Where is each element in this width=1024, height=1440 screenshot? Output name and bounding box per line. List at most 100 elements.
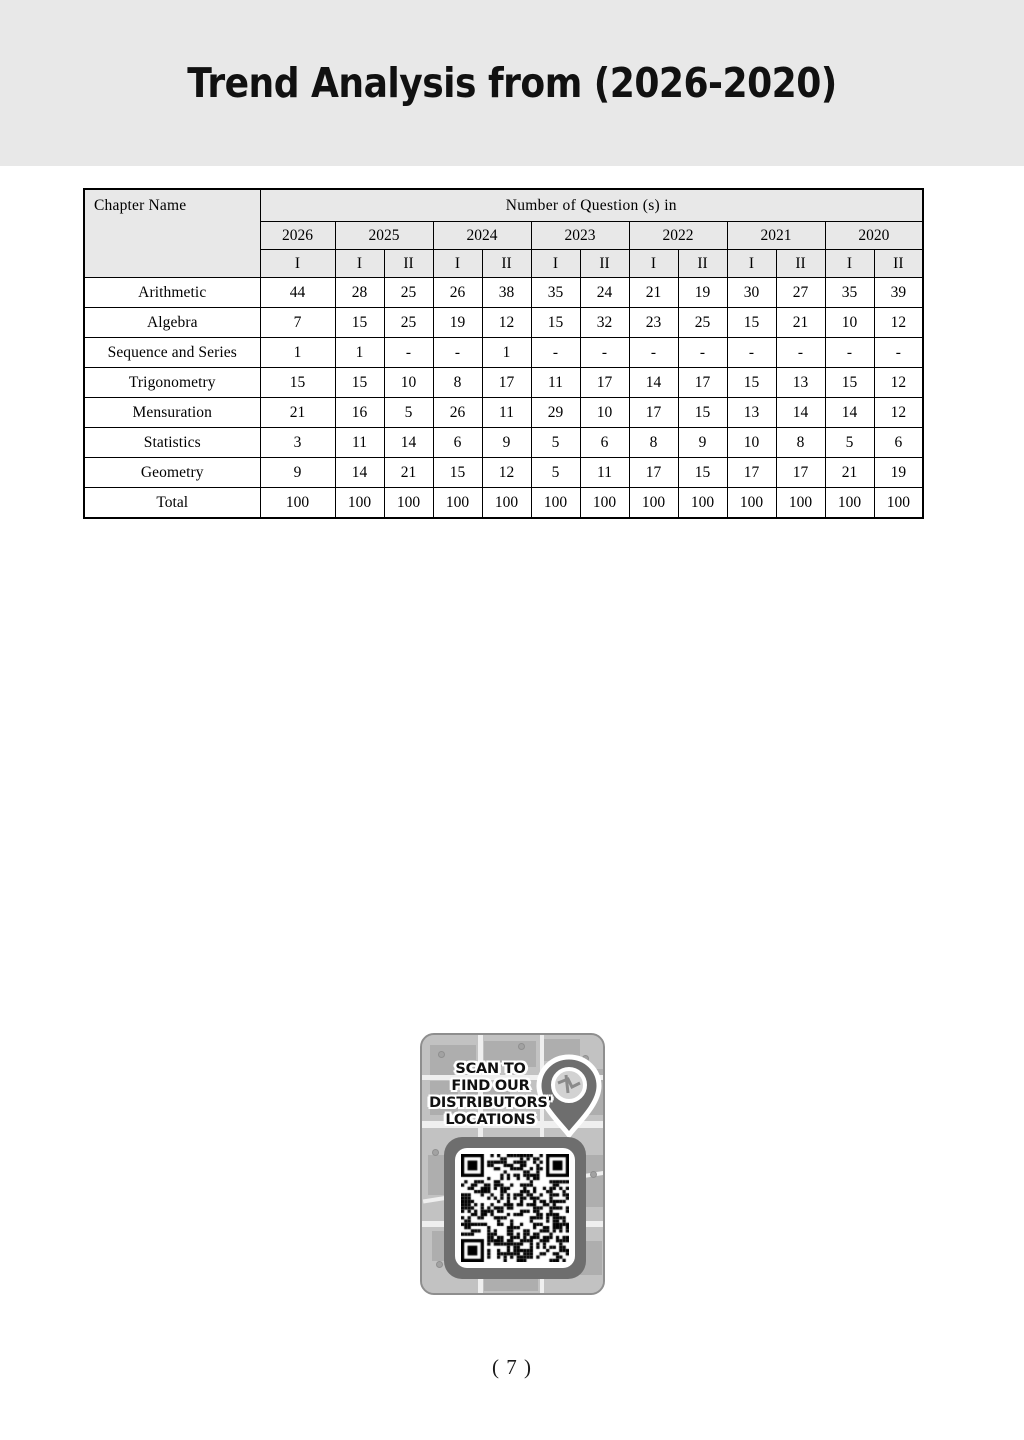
column-header-shift: I (824, 249, 875, 278)
table-cell-count: 15 (726, 307, 777, 338)
table-cell-count: 17 (579, 367, 630, 398)
table-cell-count: 17 (628, 457, 679, 488)
table-cell-total: 100 (628, 487, 679, 519)
table-cell-count: 14 (628, 367, 679, 398)
row-label-chapter: Mensuration (83, 397, 261, 428)
page-number: ( 7 ) (492, 1355, 532, 1379)
column-header-shift: I (334, 249, 385, 278)
table-row-total: Total 100 100 100 100 100 100 100 100 100 100 100 10… (83, 487, 924, 519)
table-cell-count: 12 (873, 367, 924, 398)
table-cell-count: - (677, 337, 728, 368)
column-header-year-2026: 2026 (259, 221, 336, 250)
table-cell-count: 25 (677, 307, 728, 338)
table-row: Arithmetic 44 28 25 26 38 35 24 21 19 30 27 35 39 (83, 277, 924, 308)
table-cell-count: 15 (726, 367, 777, 398)
table-cell-count: - (726, 337, 777, 368)
table-cell-count: 9 (259, 457, 336, 488)
table-cell-count: 12 (873, 397, 924, 428)
promo-line-3: DISTRIBUTORS' (429, 1095, 552, 1111)
row-label-chapter: Arithmetic (83, 277, 261, 308)
table-cell-count: 15 (334, 307, 385, 338)
table-cell-count: 25 (383, 277, 434, 308)
page-title: Trend Analysis from (2026-2020) (187, 59, 837, 107)
table-cell-total: 100 (432, 487, 483, 519)
table-cell-count: 10 (824, 307, 875, 338)
table-cell-count: 10 (383, 367, 434, 398)
table-cell-count: 12 (481, 457, 532, 488)
table-cell-count: 12 (481, 307, 532, 338)
table-cell-count: 15 (432, 457, 483, 488)
table-cell-count: 35 (824, 277, 875, 308)
table-cell-count: 44 (259, 277, 336, 308)
header-row-group: Chapter Name Number of Question (s) in (83, 188, 924, 278)
column-header-year-2021: 2021 (726, 221, 826, 250)
promo-text-block: SCAN TO FIND OUR DISTRIBUTORS' LOCATIONS (428, 1061, 553, 1129)
table-cell-total: 100 (383, 487, 434, 519)
table-cell-count: 15 (259, 367, 336, 398)
header-row-years: 2026 2025 2024 2023 2022 2021 2020 (84, 221, 924, 250)
table-cell-count: 6 (873, 427, 924, 458)
column-header-shift: II (677, 249, 728, 278)
column-header-shift: II (775, 249, 826, 278)
table-cell-count: 1 (259, 337, 336, 368)
table-cell-count: 16 (334, 397, 385, 428)
promo-line-4: LOCATIONS (445, 1112, 536, 1128)
table-cell-count: 13 (775, 367, 826, 398)
table-cell-count: 19 (873, 457, 924, 488)
table-cell-count: 29 (530, 397, 581, 428)
table-cell-count: 14 (334, 457, 385, 488)
table-cell-count: - (383, 337, 434, 368)
table-cell-count: 1 (334, 337, 385, 368)
column-header-year-2023: 2023 (530, 221, 630, 250)
table-cell-count: 15 (677, 457, 728, 488)
table-cell-count: 1 (481, 337, 532, 368)
column-header-shift: II (383, 249, 434, 278)
table-cell-count: 21 (259, 397, 336, 428)
table-row: Sequence and Series 1 1- -1- - - - - - - - (83, 337, 924, 368)
column-header-chapter-name: Chapter Name (83, 188, 261, 278)
table-cell-count: 32 (579, 307, 630, 338)
table-cell-count: 5 (824, 427, 875, 458)
table-cell-total: 100 (259, 487, 336, 519)
qr-code (461, 1154, 569, 1262)
table-cell-count: 11 (481, 397, 532, 428)
row-label-chapter: Geometry (83, 457, 261, 488)
table-row: Trigonometry 15 15 10 8 17 11 17 14 17 15 13 15 12 (83, 367, 924, 398)
column-header-year-2024: 2024 (432, 221, 532, 250)
table-cell-count: 19 (432, 307, 483, 338)
table-cell-total: 100 (726, 487, 777, 519)
table-cell-count: 9 (677, 427, 728, 458)
row-label-chapter: Trigonometry (83, 367, 261, 398)
column-header-shift: II (481, 249, 532, 278)
table-cell-count: 14 (824, 397, 875, 428)
table-cell-count: 28 (334, 277, 385, 308)
table-cell-count: 9 (481, 427, 532, 458)
table-cell-count: 17 (726, 457, 777, 488)
distributor-qr-card[interactable]: SCAN TO FIND OUR DISTRIBUTORS' LOCATIONS (420, 1033, 605, 1295)
table-cell-count: 15 (677, 397, 728, 428)
table-cell-total: 100 (873, 487, 924, 519)
table-header: Chapter Name Number of Question (s) in 2… (83, 188, 924, 278)
column-header-shift: I (530, 249, 581, 278)
table-cell-count: 15 (824, 367, 875, 398)
trend-analysis-table-wrapper: Chapter Name Number of Question (s) in 2… (83, 188, 925, 519)
table-cell-count: 8 (432, 367, 483, 398)
table-cell-count: 13 (726, 397, 777, 428)
table-cell-count: 21 (628, 277, 679, 308)
column-header-year-2025: 2025 (334, 221, 434, 250)
header-band (0, 0, 1024, 166)
column-header-shift: II (873, 249, 924, 278)
table-cell-count: 39 (873, 277, 924, 308)
table-cell-total: 100 (677, 487, 728, 519)
table-cell-count: 21 (383, 457, 434, 488)
table-cell-count: 14 (775, 397, 826, 428)
column-header-year-2020: 2020 (824, 221, 924, 250)
table-cell-count: 11 (334, 427, 385, 458)
table-cell-count: 21 (775, 307, 826, 338)
column-header-shift: I (628, 249, 679, 278)
table-cell-count: 15 (530, 307, 581, 338)
table-cell-count: 19 (677, 277, 728, 308)
qr-code-frame[interactable] (444, 1137, 586, 1279)
table-cell-count: 6 (432, 427, 483, 458)
table-cell-count: 3 (259, 427, 336, 458)
